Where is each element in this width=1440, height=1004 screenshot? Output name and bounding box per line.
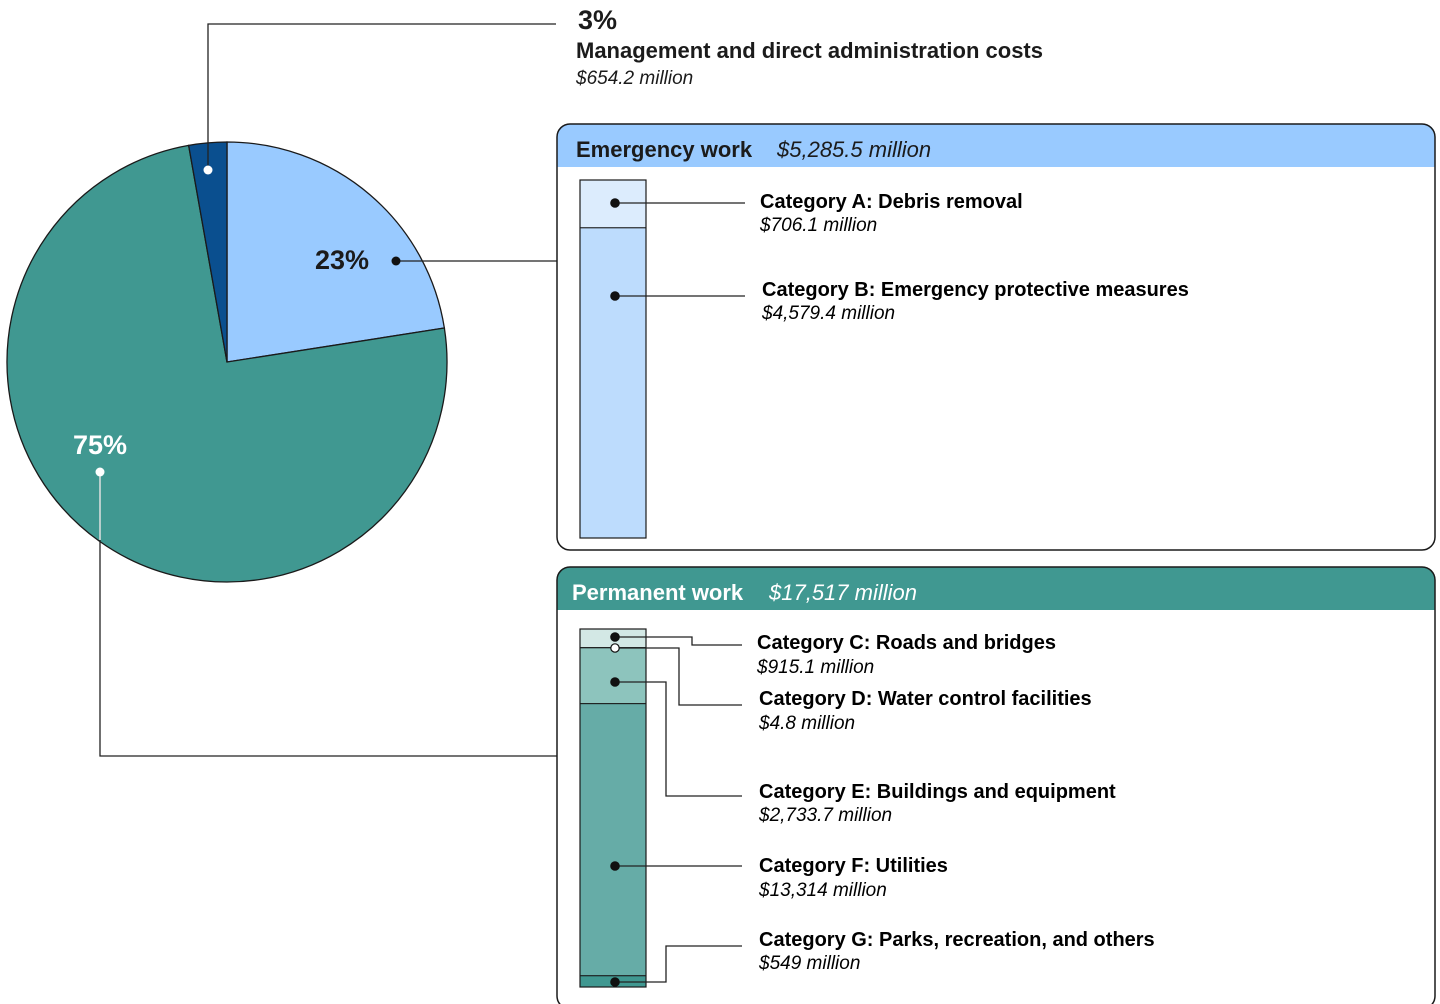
bar-segment-cat_b — [579, 227, 647, 539]
emergency-stacked-bar — [579, 179, 647, 539]
emergency-work-panel: Emergency work $5,285.5 million — [556, 123, 1436, 551]
cat-b-marker — [610, 291, 620, 301]
pie-slice-emergency — [226, 141, 446, 363]
cat-b-title: Category B: Emergency protective measure… — [762, 279, 1189, 301]
cat-e-value: $2,733.7 million — [758, 805, 892, 826]
emergency-slice-dot — [391, 256, 401, 266]
admin-slice-dot — [203, 165, 213, 175]
emergency-header-bg — [557, 124, 1435, 167]
cat-a-value: $706.1 million — [759, 215, 877, 236]
cat-a-title: Category A: Debris removal — [760, 191, 1023, 213]
cat-c-value: $915.1 million — [756, 657, 874, 678]
bar-outline — [579, 628, 647, 988]
cat-g-marker — [610, 977, 620, 987]
cat-c-title: Category C: Roads and bridges — [757, 632, 1056, 654]
bar-segment-cat_f — [579, 703, 647, 977]
permanent-work-title: Permanent work — [572, 580, 744, 605]
leader-line-permanent — [99, 472, 557, 757]
emergency-work-title: Emergency work — [576, 137, 753, 162]
permanent-slice-dot — [95, 467, 105, 477]
emergency-percent-label: 23% — [315, 245, 369, 275]
cat-c-marker — [610, 632, 620, 642]
bar-outline — [579, 179, 647, 539]
cat-b-value: $4,579.4 million — [761, 303, 895, 324]
pie-slice-permanent — [6, 144, 448, 583]
emergency-work-value: $5,285.5 million — [776, 137, 931, 162]
admin-title: Management and direct administration cos… — [576, 38, 1043, 63]
cat-f-value: $13,314 million — [758, 880, 887, 901]
permanent-header-bg — [557, 567, 1435, 610]
cat-f-marker — [610, 861, 620, 871]
cat-d-title: Category D: Water control facilities — [759, 688, 1092, 710]
emergency-panel-border — [556, 123, 1436, 551]
leader-line-admin — [207, 23, 556, 170]
cat-f-title: Category F: Utilities — [759, 855, 948, 877]
permanent-panel-border — [556, 566, 1436, 1004]
permanent-stacked-bar — [579, 628, 647, 988]
pie-chart — [6, 141, 448, 583]
emergency-category-leaders — [615, 202, 745, 297]
cat-e-title: Category E: Buildings and equipment — [759, 781, 1116, 803]
cat-d-value: $4.8 million — [758, 713, 855, 734]
cat-a-marker — [610, 198, 620, 208]
permanent-percent-label: 75% — [73, 430, 127, 460]
permanent-work-value: $17,517 million — [768, 580, 917, 605]
permanent-category-leaders — [615, 636, 742, 983]
cat-d-marker — [610, 643, 620, 653]
cat-g-value: $549 million — [758, 953, 860, 974]
cat-g-title: Category G: Parks, recreation, and other… — [759, 929, 1155, 951]
admin-percent-label: 3% — [578, 5, 617, 35]
permanent-work-panel: Permanent work $17,517 million — [556, 566, 1436, 1004]
cat-e-marker — [610, 677, 620, 687]
admin-value: $654.2 million — [575, 68, 693, 89]
bar-segment-cat_e — [579, 647, 647, 705]
